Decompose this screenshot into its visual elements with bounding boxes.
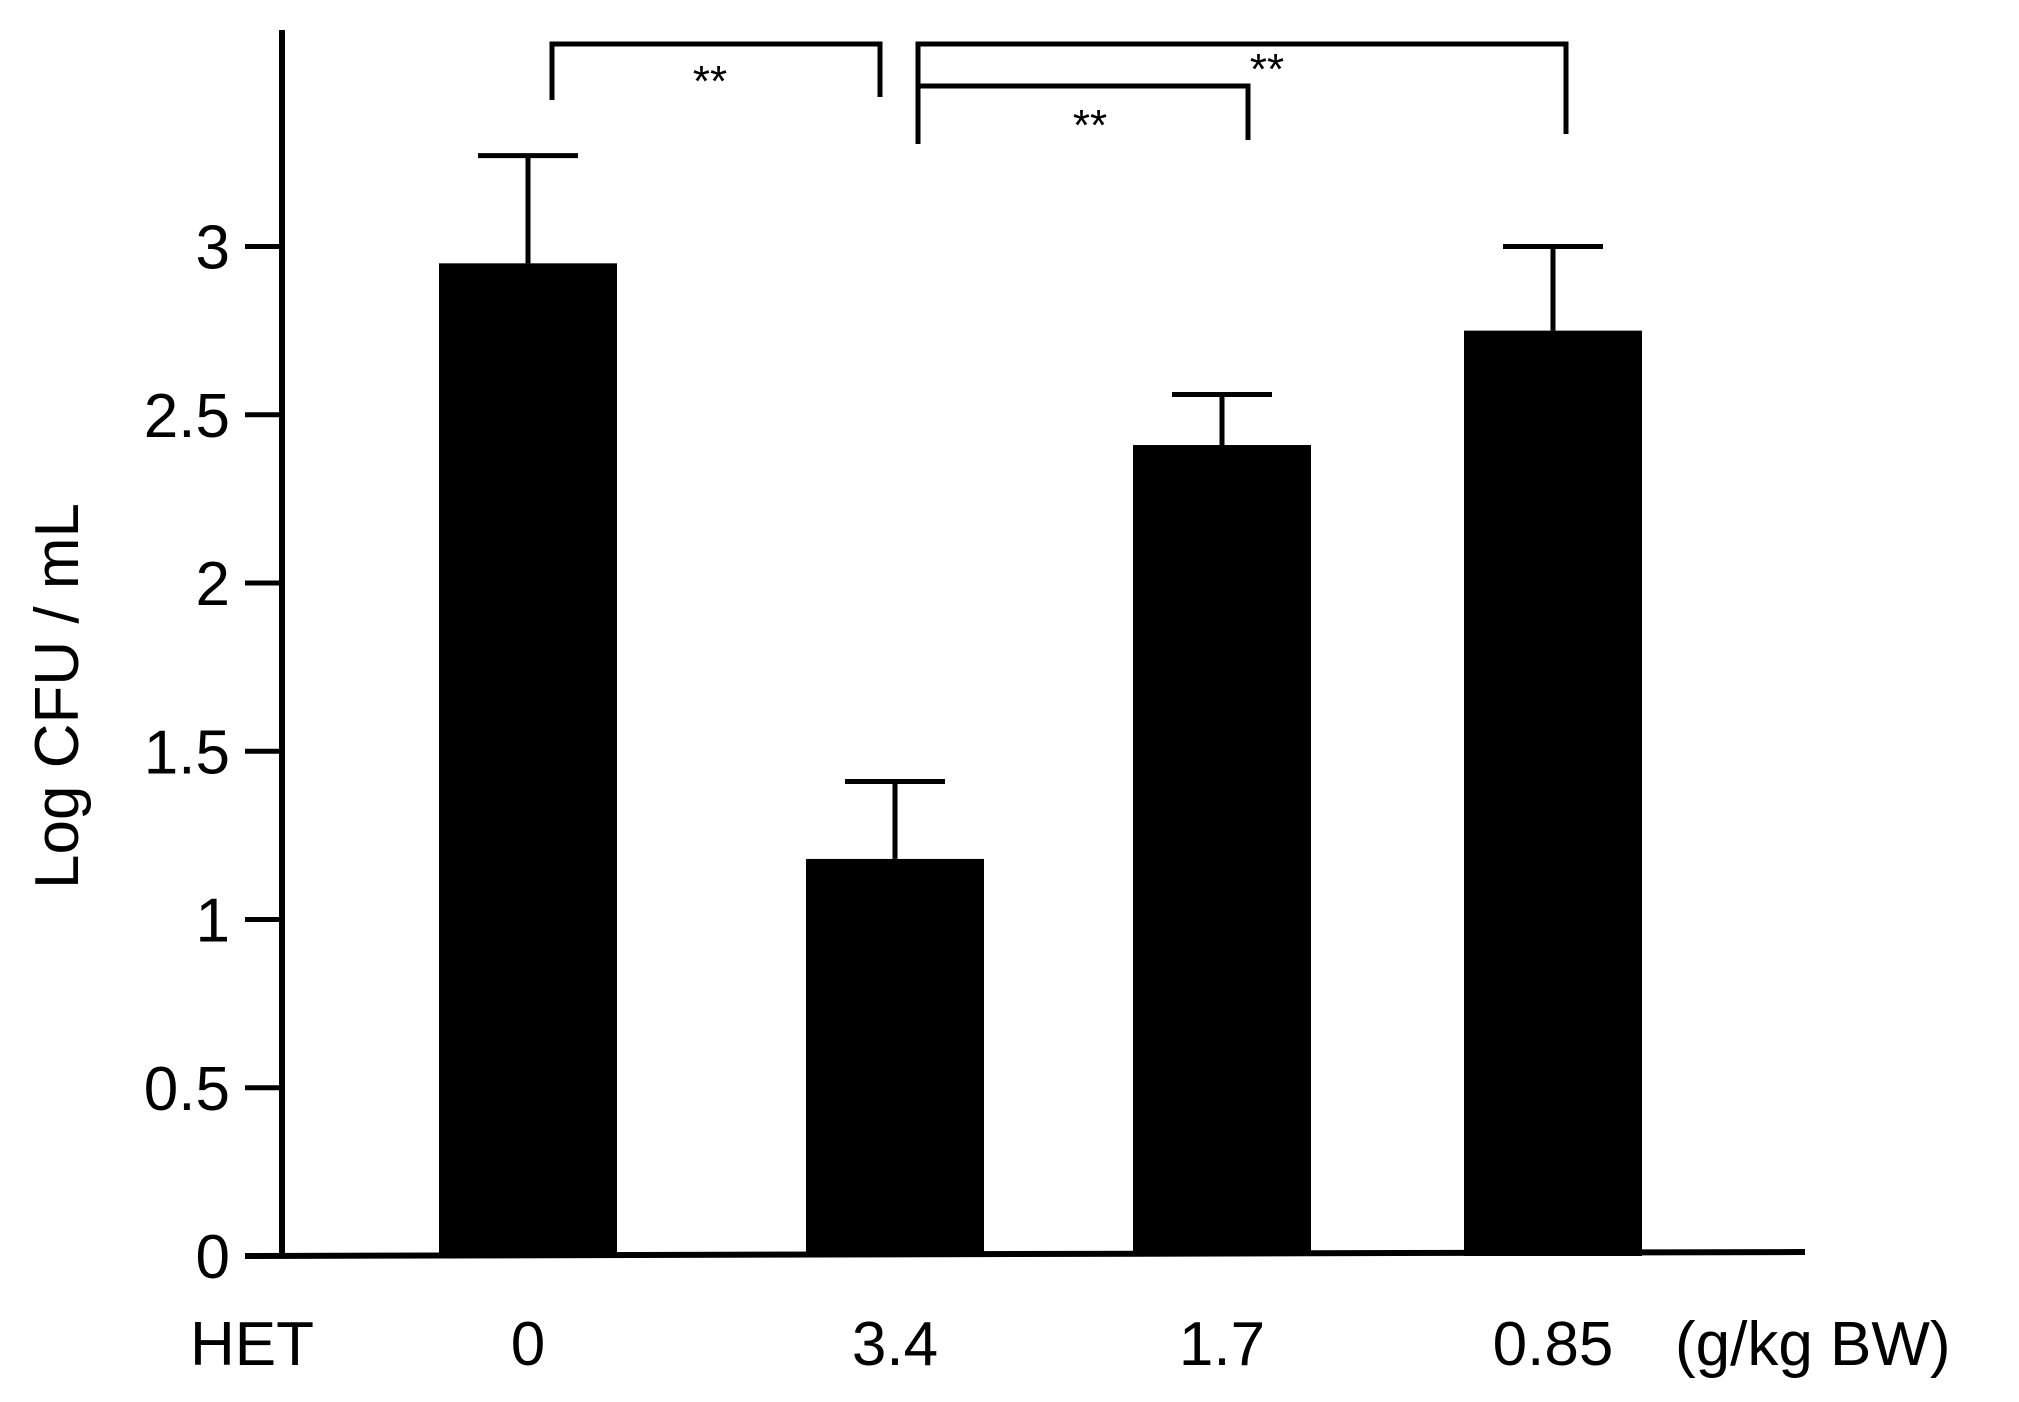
significance-label: ** <box>693 57 727 106</box>
significance-bracket <box>915 83 1251 144</box>
y-tick-label: 3 <box>196 214 230 283</box>
significance-brackets: ** ** ** <box>549 41 1569 150</box>
error-bars <box>478 153 1603 859</box>
y-tick-label: 1 <box>196 887 230 956</box>
category-label: 0 <box>511 1310 545 1379</box>
category-label: 3.4 <box>852 1310 938 1379</box>
y-tick-label: 0.5 <box>144 1055 230 1124</box>
y-tick-label: 0 <box>196 1223 230 1292</box>
y-axis-title: Log CFU / mL <box>23 503 92 889</box>
bar <box>806 858 984 1256</box>
significance-label: ** <box>1073 101 1107 150</box>
category-label: 0.85 <box>1493 1310 1614 1379</box>
labels: Log CFU / mL HET (g/kg BW) 0 3.4 1.7 0.85 <box>23 503 1951 1379</box>
significance-label: ** <box>1250 45 1284 94</box>
significance-bracket <box>915 41 1569 134</box>
x-axis-unit: (g/kg BW) <box>1675 1310 1951 1379</box>
y-tick-label: 2.5 <box>144 382 230 451</box>
x-axis-prefix: HET <box>190 1310 314 1379</box>
y-tick-label: 2 <box>196 550 230 619</box>
category-label: 1.7 <box>1179 1310 1265 1379</box>
significance-bracket <box>549 41 883 100</box>
y-tick-label: 1.5 <box>144 718 230 787</box>
bar <box>439 263 617 1256</box>
bar <box>1133 445 1311 1256</box>
bar <box>1464 330 1642 1256</box>
bars <box>439 263 1642 1256</box>
